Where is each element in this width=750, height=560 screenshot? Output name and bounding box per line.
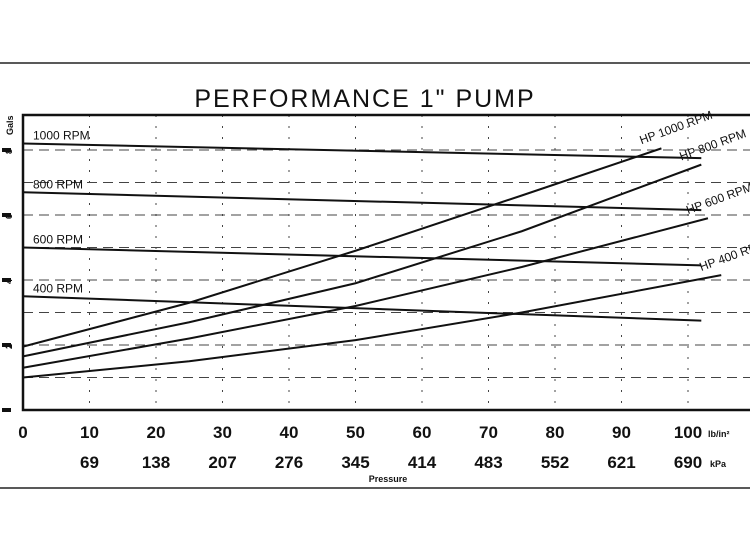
y-tick-mark bbox=[2, 213, 11, 217]
series-line-hp-1000-rpm bbox=[22, 147, 662, 348]
x-tick-label-kpa: 207 bbox=[208, 453, 236, 472]
tick-labels: 0 10 69 20 138 30 207 40 276 50 345 60 414 70 483 80 552… bbox=[2, 148, 702, 472]
series-label: 1000 RPM bbox=[33, 129, 90, 143]
y-tick-mark bbox=[2, 408, 11, 412]
x-tick-label: 20 bbox=[147, 423, 166, 442]
series-line-hp-600-rpm bbox=[22, 217, 709, 369]
series-line-hp-400-rpm bbox=[22, 274, 722, 379]
series-line-800-rpm bbox=[22, 191, 702, 212]
x-tick-label: 90 bbox=[612, 423, 631, 442]
x-tick-label: 100 bbox=[674, 423, 702, 442]
series-line-600-rpm bbox=[22, 246, 702, 267]
series-line-400-rpm bbox=[22, 295, 702, 322]
series-line-hp-800-rpm bbox=[22, 163, 702, 358]
y-tick-mark bbox=[2, 343, 11, 347]
plot-frame bbox=[21, 113, 750, 412]
series-label: 600 RPM bbox=[33, 233, 83, 247]
y-tick-label: 2 bbox=[4, 344, 14, 349]
x-tick-label: 80 bbox=[546, 423, 565, 442]
x-tick-label-kpa: 414 bbox=[408, 453, 437, 472]
series-label: HP 400 RPM bbox=[697, 237, 750, 274]
x-tick-label: 10 bbox=[80, 423, 99, 442]
x-tick-label-kpa: 552 bbox=[541, 453, 569, 472]
chart-title: PERFORMANCE 1" PUMP bbox=[194, 85, 535, 113]
series-label: HP 800 RPM bbox=[678, 126, 748, 163]
grid bbox=[23, 115, 750, 410]
x-unit-primary: lb/in² bbox=[708, 429, 730, 439]
series-label: 800 RPM bbox=[33, 177, 83, 191]
y-tick-mark bbox=[2, 148, 11, 152]
x-tick-label-kpa: 690 bbox=[674, 453, 702, 472]
x-unit-secondary: kPa bbox=[710, 459, 727, 469]
x-tick-label: 40 bbox=[280, 423, 299, 442]
x-tick-label: 60 bbox=[413, 423, 432, 442]
x-tick-label-kpa: 138 bbox=[142, 453, 170, 472]
y-axis-label: Gals bbox=[5, 115, 15, 135]
y-tick-label: 6 bbox=[4, 214, 14, 219]
x-tick-label-kpa: 69 bbox=[80, 453, 99, 472]
x-tick-label: 50 bbox=[346, 423, 365, 442]
x-axis-label: Pressure bbox=[369, 474, 408, 484]
x-tick-label-kpa: 483 bbox=[474, 453, 502, 472]
x-tick-label: 70 bbox=[479, 423, 498, 442]
y-tick-label: 4 bbox=[4, 279, 14, 284]
x-tick-label-kpa: 621 bbox=[607, 453, 635, 472]
y-tick-label: 8 bbox=[4, 149, 14, 154]
series-label: 400 RPM bbox=[33, 281, 83, 295]
y-tick-mark bbox=[2, 278, 11, 282]
series-line-1000-rpm bbox=[22, 142, 702, 160]
x-tick-label-kpa: 345 bbox=[341, 453, 369, 472]
x-tick-label: 30 bbox=[213, 423, 232, 442]
x-tick-label: 0 bbox=[18, 423, 27, 442]
series-label: HP 600 RPM bbox=[684, 180, 750, 217]
x-tick-label-kpa: 276 bbox=[275, 453, 303, 472]
